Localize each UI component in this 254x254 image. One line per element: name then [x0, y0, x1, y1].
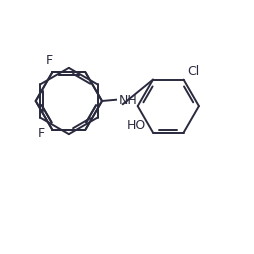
Text: HO: HO: [126, 118, 146, 131]
Text: F: F: [38, 127, 45, 140]
Text: NH: NH: [118, 94, 137, 107]
Text: Cl: Cl: [187, 64, 199, 77]
Text: F: F: [46, 54, 53, 67]
